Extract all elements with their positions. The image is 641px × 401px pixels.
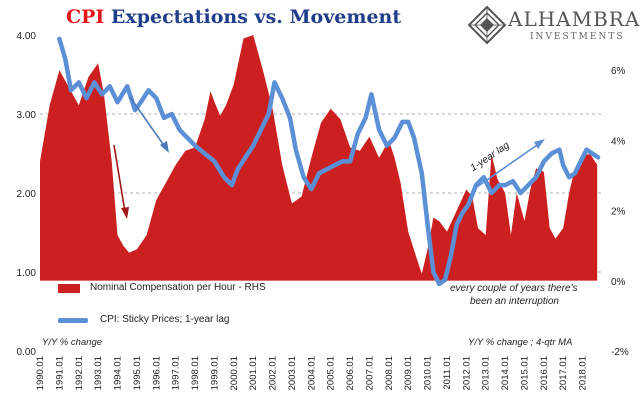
interruption-annotation-line1: every couple of years there's [450,283,578,294]
zero-baseline [40,280,602,283]
right-axis-ticks: -2% 0% 2% 4% 6% [611,66,629,358]
x-tick-label: 1996.01 [151,356,162,390]
left-axis-note: Y/Y % change [42,337,103,348]
x-axis-ticks: 1990.01 1991.01 1992.01 1993.01 1994.01 1995.… [35,356,589,390]
legend-label-cpi: CPI: Sticky Prices; 1-year lag [100,314,230,325]
left-tick-label: 1.00 [17,268,37,279]
x-tick-label: 1992.01 [74,356,85,390]
x-tick-label: 2006.01 [345,356,356,390]
left-tick-label: 2.00 [17,189,37,200]
right-tick-label: 0% [611,277,626,288]
logo-subtitle: INVESTMENTS [530,32,625,42]
x-tick-label: 2001.01 [248,356,259,390]
lag-arrow-shaft [473,142,541,190]
legend-swatch-area [58,284,80,293]
x-tick-label: 2014.01 [500,356,511,390]
legend-swatch-line [58,318,88,323]
chart-title: CPI Expectations vs. Movement [66,6,401,28]
x-tick-label: 2015.01 [519,356,530,390]
x-tick-label: 1998.01 [190,356,201,390]
cpi-sticky-line [57,36,601,287]
x-tick-label: 2011.01 [442,356,453,390]
legend-label-compensation: Nominal Compensation per Hour - RHS [90,282,266,293]
x-tick-label: 1991.01 [54,356,65,390]
right-tick-label: -2% [611,347,629,358]
x-tick-label: 1994.01 [113,356,124,390]
x-tick-label: 2012.01 [461,356,472,390]
x-tick-label: 2008.01 [384,356,395,390]
left-tick-label: 3.00 [17,110,37,121]
x-tick-label: 2009.01 [403,356,414,390]
blue-arrow-head [160,141,169,153]
right-tick-label: 6% [611,66,626,77]
x-tick-label: 2002.01 [268,356,279,390]
lag-arrow-head [534,139,545,149]
right-axis-note: Y/Y % change ; 4-qtr MA [468,337,573,348]
x-tick-label: 1999.01 [209,356,220,390]
x-tick-label: 2007.01 [364,356,375,390]
x-tick-label: 2018.01 [578,356,589,390]
diamond-logo-icon [468,6,506,44]
x-tick-label: 2005.01 [326,356,337,390]
chart-title-rest: Expectations vs. Movement [110,6,402,28]
interruption-annotation-line2: been an interruption [470,296,559,307]
right-tick-label: 2% [611,207,626,218]
chart-title-cpi: CPI [66,6,105,28]
x-tick-label: 1995.01 [132,356,143,390]
x-tick-label: 2000.01 [229,356,240,390]
x-tick-label: 2004.01 [306,356,317,390]
red-arrow-shaft [113,144,126,213]
x-tick-label: 1997.01 [171,356,182,390]
x-tick-label: 2016.01 [539,356,550,390]
logo-name: ALHAMBRA [508,7,641,31]
x-tick-label: 1990.01 [35,356,46,390]
red-arrow-head [121,207,129,219]
left-tick-label: 4.00 [17,31,37,42]
x-tick-label: 2003.01 [287,356,298,390]
x-tick-label: 2013.01 [481,356,492,390]
left-axis-ticks: 0.00 1.00 2.00 3.00 4.00 [17,31,37,358]
x-tick-label: 1993.01 [93,356,104,390]
right-tick-label: 4% [611,136,626,147]
blue-arrow-shaft [129,96,166,148]
lower-band [40,280,602,283]
x-tick-label: 2017.01 [558,356,569,390]
alhambra-logo: ALHAMBRA INVESTMENTS [468,4,641,48]
x-tick-label: 2010.01 [423,356,434,390]
left-tick-label: 0.00 [17,347,37,358]
